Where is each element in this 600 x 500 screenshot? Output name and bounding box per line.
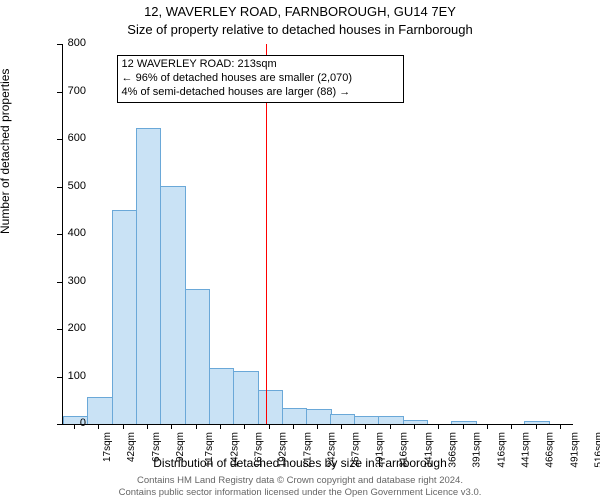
y-tick-label: 300 [46,275,86,287]
x-tick-label: 516sqm [593,432,600,468]
histogram-bar [306,409,331,424]
x-tick-mark [438,424,439,429]
y-tick-label: 400 [46,227,86,239]
annotation-line-2: ← 96% of detached houses are smaller (2,… [122,72,400,86]
x-tick-mark [365,424,366,429]
x-tick-label: 217sqm [302,432,313,468]
y-tick-mark [57,329,62,330]
x-tick-label: 267sqm [351,432,362,468]
x-tick-label: 42sqm [127,432,138,462]
x-tick-mark [341,424,342,429]
x-tick-label: 242sqm [327,432,338,468]
footer-line-2: Contains public sector information licen… [0,487,600,498]
annotation-box: 12 WAVERLEY ROAD: 213sqm ← 96% of detach… [117,55,405,102]
x-tick-label: 316sqm [399,432,410,468]
histogram-bar [112,210,137,424]
histogram-bar [330,414,355,424]
x-tick-mark [196,424,197,429]
x-tick-mark [147,424,148,429]
page-title: 12, WAVERLEY ROAD, FARNBOROUGH, GU14 7EY [0,4,600,19]
histogram-bar [160,186,185,425]
x-tick-label: 441sqm [520,432,531,468]
y-tick-mark [57,187,62,188]
x-tick-mark [244,424,245,429]
x-tick-mark [123,424,124,429]
histogram-bar [258,390,283,424]
y-tick-mark [57,92,62,93]
x-tick-label: 491sqm [569,432,580,468]
histogram-bar [185,289,210,424]
annotation-line-3: 4% of semi-detached houses are larger (8… [122,86,400,100]
y-tick-label: 500 [46,180,86,192]
x-tick-mark [269,424,270,429]
histogram-bar [282,408,307,424]
chart-subtitle: Size of property relative to detached ho… [0,22,600,37]
x-tick-mark [463,424,464,429]
x-tick-label: 341sqm [423,432,434,468]
histogram-bar [378,416,403,424]
y-tick-mark [57,282,62,283]
x-tick-label: 366sqm [447,432,458,468]
x-tick-mark [98,424,99,429]
x-tick-label: 291sqm [374,432,385,468]
histogram-bar [354,416,379,424]
y-tick-label: 700 [46,85,86,97]
histogram-bar [233,371,258,424]
footer-line-1: Contains HM Land Registry data © Crown c… [0,475,600,486]
x-tick-mark [390,424,391,429]
histogram-bar [524,421,549,424]
x-tick-mark [74,424,75,429]
x-tick-label: 416sqm [496,432,507,468]
x-tick-mark [293,424,294,429]
x-tick-mark [511,424,512,429]
y-tick-label: 800 [46,37,86,49]
footer-attribution: Contains HM Land Registry data © Crown c… [0,475,600,498]
x-tick-mark [560,424,561,429]
y-tick-mark [57,44,62,45]
histogram-bar [136,128,161,424]
x-tick-label: 117sqm [204,432,215,467]
y-tick-label: 0 [46,417,86,429]
x-tick-mark [414,424,415,429]
x-tick-label: 192sqm [278,432,289,468]
annotation-line-1: 12 WAVERLEY ROAD: 213sqm [122,58,400,72]
x-tick-mark [536,424,537,429]
y-tick-label: 100 [46,370,86,382]
y-tick-mark [57,424,62,425]
x-tick-label: 92sqm [175,432,186,462]
x-tick-label: 142sqm [229,432,240,468]
x-tick-mark [171,424,172,429]
x-tick-mark [220,424,221,429]
x-axis-label: Distribution of detached houses by size … [0,456,600,470]
x-tick-mark [487,424,488,429]
histogram-bar [451,421,476,424]
x-tick-label: 17sqm [102,432,113,462]
x-tick-label: 391sqm [472,432,483,468]
histogram-plot: 12 WAVERLEY ROAD: 213sqm ← 96% of detach… [62,44,573,425]
histogram-bar [209,368,234,424]
y-tick-mark [57,139,62,140]
y-tick-mark [57,234,62,235]
x-tick-mark [317,424,318,429]
x-tick-label: 466sqm [545,432,556,468]
y-tick-label: 200 [46,322,86,334]
x-tick-label: 67sqm [151,432,162,462]
y-axis-label: Number of detached properties [0,69,12,234]
histogram-bar [403,420,428,424]
y-tick-label: 600 [46,132,86,144]
y-tick-mark [57,377,62,378]
x-tick-label: 167sqm [254,432,265,468]
histogram-bar [87,397,112,424]
